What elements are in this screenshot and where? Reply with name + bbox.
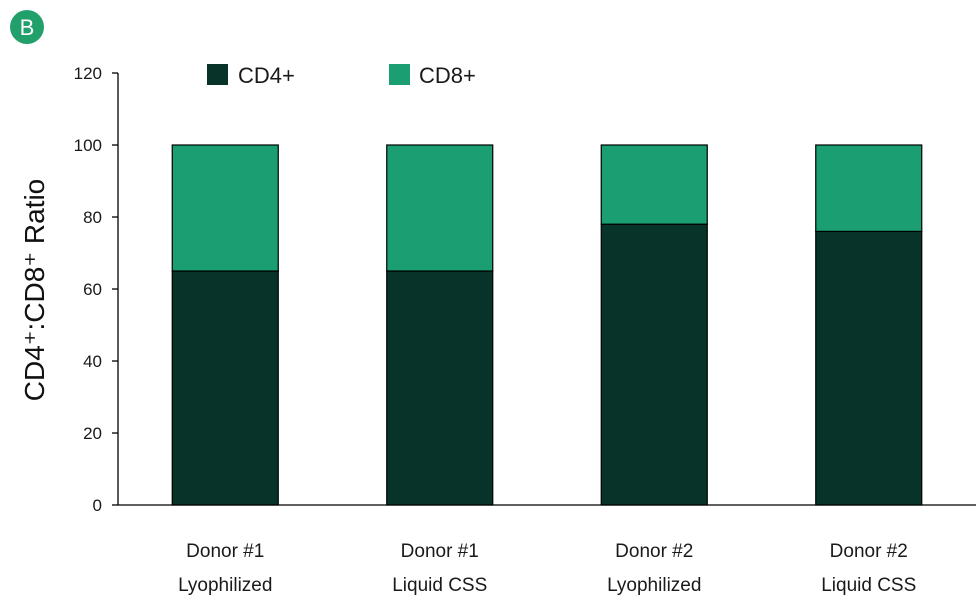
x-tick-label: Liquid CSS [392, 575, 487, 596]
y-axis-label: CD4⁺:CD8⁺ Ratio [19, 179, 50, 402]
legend: CD4+ CD8+ [207, 63, 476, 88]
x-tick-label: Donor #1 [401, 541, 479, 562]
bar-cd8 [815, 144, 923, 233]
bar-cd4 [600, 223, 708, 506]
y-tick-label: 20 [83, 424, 102, 443]
panel-label: B [20, 15, 35, 40]
bars [171, 144, 923, 506]
x-tick-label: Lyophilized [607, 575, 701, 596]
panel-badge [10, 10, 44, 44]
bar-cd4 [386, 270, 494, 506]
bar-cd8 [386, 144, 494, 272]
x-tick-label: Liquid CSS [821, 575, 916, 596]
x-tick-label: Donor #2 [615, 541, 693, 562]
x-tick-label: Lyophilized [178, 575, 272, 596]
category-labels: Donor #1 Lyophilized Donor #1 Liquid CSS Don… [178, 541, 916, 596]
y-tick-label: 100 [74, 136, 102, 155]
bar-cd8 [600, 144, 708, 225]
legend-label-cd8: CD8+ [419, 63, 476, 88]
y-tick-label: 60 [83, 280, 102, 299]
bar-cd8 [171, 144, 279, 272]
legend-swatch-cd8 [389, 64, 410, 85]
x-tick-label: Donor #1 [186, 541, 264, 562]
legend-swatch-cd4 [207, 64, 228, 85]
x-tick-label: Donor #2 [830, 541, 908, 562]
bar-cd4 [815, 230, 923, 506]
y-tick-label: 40 [83, 352, 102, 371]
y-tick-label: 120 [74, 64, 102, 83]
axes: 0 20 40 60 80 100 120 [74, 64, 976, 515]
y-tick-label: 80 [83, 208, 102, 227]
legend-label-cd4: CD4+ [238, 63, 295, 88]
bar-cd4 [171, 270, 279, 506]
y-tick-label: 0 [93, 496, 102, 515]
